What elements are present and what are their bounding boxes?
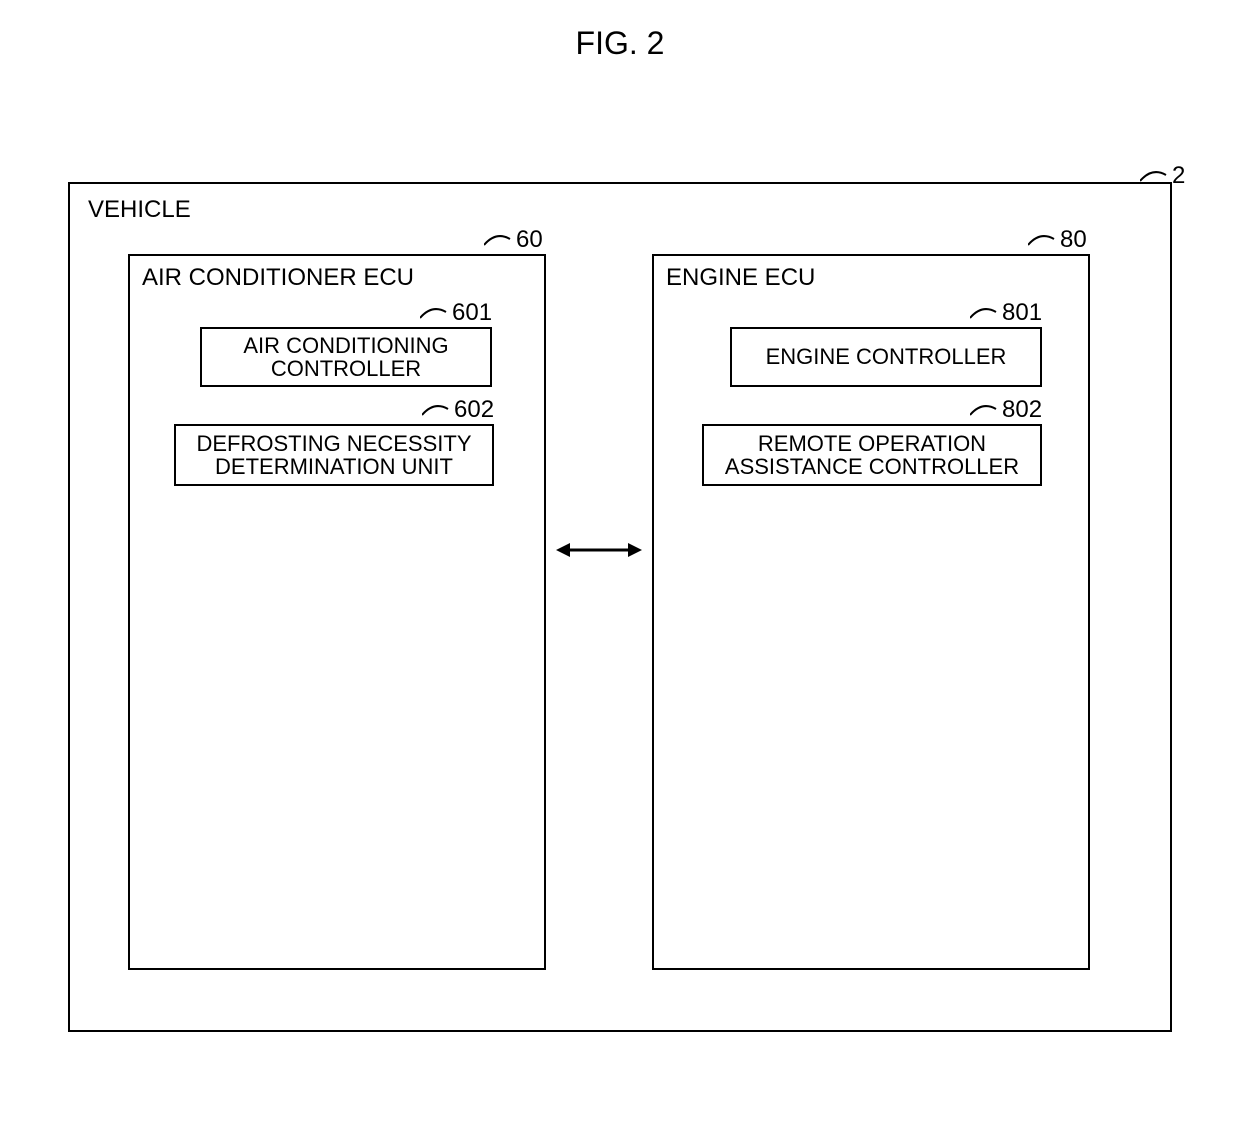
ac-controller-line1: AIR CONDITIONING <box>243 334 448 357</box>
engine-ecu-ref: 80 <box>1028 226 1087 254</box>
ac-controller-ref: 601 <box>420 299 492 327</box>
defrosting-ref: 602 <box>422 396 494 424</box>
engine-controller-box: ENGINE CONTROLLER <box>730 327 1042 387</box>
defrosting-line1: DEFROSTING NECESSITY <box>196 432 471 455</box>
engine-ecu-ref-text: 80 <box>1060 226 1087 254</box>
defrosting-line2: DETERMINATION UNIT <box>215 455 453 478</box>
double-arrow-icon <box>556 540 642 560</box>
ac-controller-line2: CONTROLLER <box>271 357 421 380</box>
figure-title: FIG. 2 <box>576 25 665 62</box>
remote-op-line1: REMOTE OPERATION <box>758 432 986 455</box>
vehicle-label: VEHICLE <box>88 196 191 224</box>
engine-controller-ref-text: 801 <box>1002 299 1042 327</box>
ac-controller-box: AIR CONDITIONING CONTROLLER <box>200 327 492 387</box>
remote-op-line2: ASSISTANCE CONTROLLER <box>725 455 1019 478</box>
ac-ecu-ref-text: 60 <box>516 226 543 254</box>
engine-controller-line1: ENGINE CONTROLLER <box>766 345 1007 368</box>
remote-op-box: REMOTE OPERATION ASSISTANCE CONTROLLER <box>702 424 1042 486</box>
remote-op-ref-text: 802 <box>1002 396 1042 424</box>
engine-ecu-label: ENGINE ECU <box>666 264 815 292</box>
ac-controller-ref-text: 601 <box>452 299 492 327</box>
defrosting-ref-text: 602 <box>454 396 494 424</box>
defrosting-box: DEFROSTING NECESSITY DETERMINATION UNIT <box>174 424 494 486</box>
engine-controller-ref: 801 <box>970 299 1042 327</box>
vehicle-ref-text: 2 <box>1172 162 1185 190</box>
remote-op-ref: 802 <box>970 396 1042 424</box>
vehicle-ref: 2 <box>1140 162 1185 190</box>
ac-ecu-label: AIR CONDITIONER ECU <box>142 264 414 292</box>
ac-ecu-ref: 60 <box>484 226 543 254</box>
